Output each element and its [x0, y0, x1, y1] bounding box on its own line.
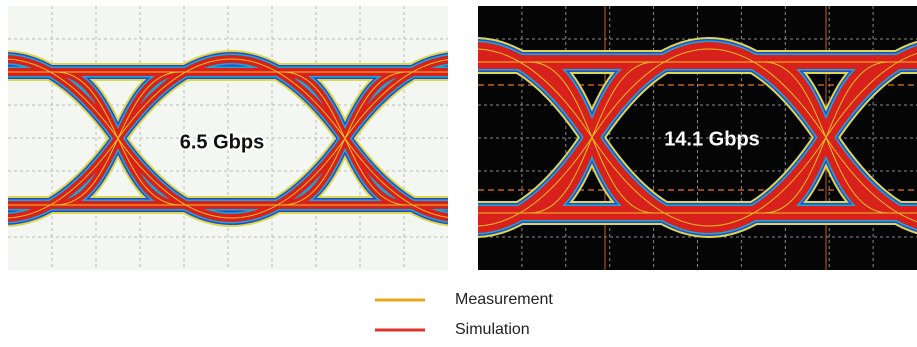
figure: 6.5 Gbps 14.1 Gbps Measurement Simulatio…	[0, 0, 917, 347]
panel-label: 6.5 Gbps	[180, 131, 264, 153]
legend-label: Simulation	[455, 321, 530, 338]
panel-label: 14.1 Gbps	[664, 128, 760, 150]
legend-label: Measurement	[455, 291, 553, 308]
